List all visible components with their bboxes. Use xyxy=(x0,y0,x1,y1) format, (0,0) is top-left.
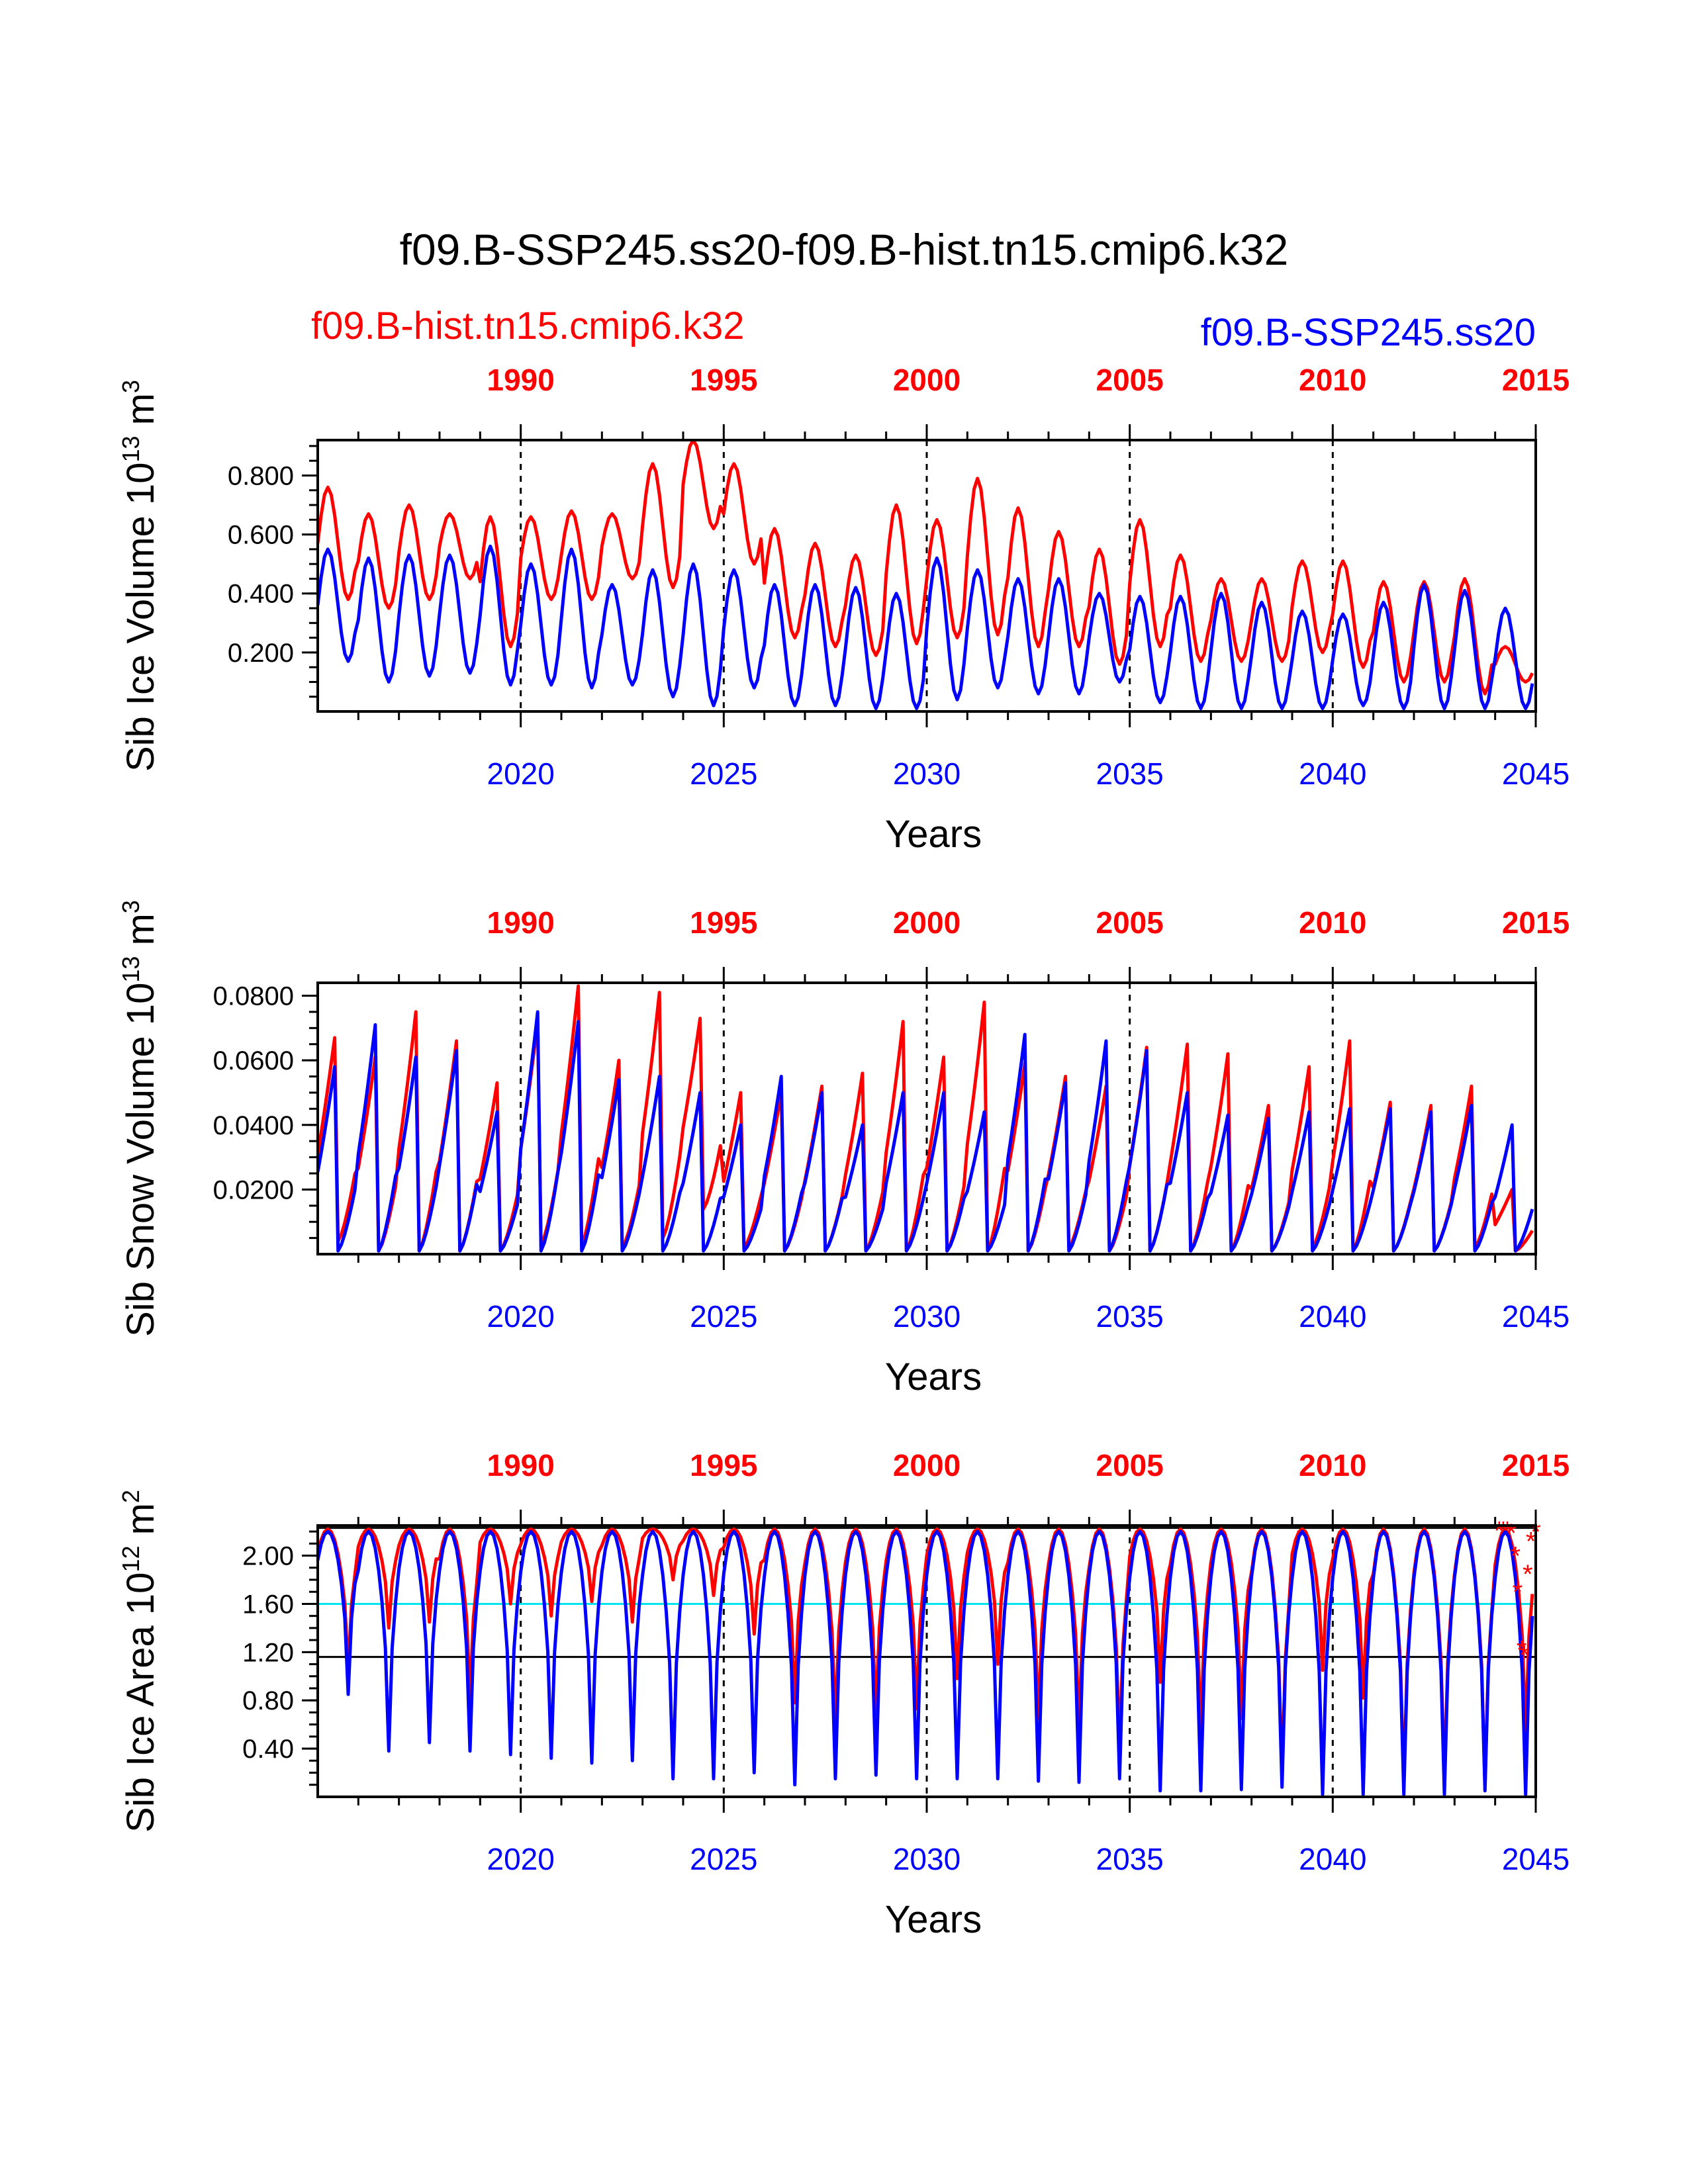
top-axis-label: 2015 xyxy=(1502,1448,1570,1482)
bottom-axis-label: 2035 xyxy=(1096,756,1163,791)
bottom-axis-label: 2045 xyxy=(1502,756,1570,791)
series-line-red xyxy=(318,440,1534,696)
bottom-axis-label: 2040 xyxy=(1299,1842,1366,1876)
top-axis-label: 2000 xyxy=(893,905,961,940)
y-tick-label: 0.0600 xyxy=(213,1046,294,1075)
y-tick-label: 0.80 xyxy=(242,1686,294,1715)
plot-area xyxy=(318,440,1534,711)
x-axis-title: Years xyxy=(885,1355,982,1398)
series-line-blue xyxy=(318,1010,1534,1253)
bottom-axis-label: 2020 xyxy=(487,1842,554,1876)
y-axis-title: Sib Snow Volume 1013 m3 xyxy=(117,900,162,1337)
x-axis-title: Years xyxy=(885,813,982,856)
bottom-axis-label: 2035 xyxy=(1096,1299,1163,1334)
y-tick-label: 0.40 xyxy=(242,1735,294,1764)
plot-area xyxy=(318,983,1534,1254)
bottom-axis-label: 2025 xyxy=(690,1299,757,1334)
y-tick-label: 0.800 xyxy=(228,461,294,490)
bottom-axis-label: 2020 xyxy=(487,1299,554,1334)
top-axis-label: 1990 xyxy=(487,363,554,397)
bottom-axis-label: 2025 xyxy=(690,756,757,791)
marker-point-5: * xyxy=(1513,1578,1523,1607)
bottom-axis-label: 2020 xyxy=(487,756,554,791)
bottom-axis-label: 2025 xyxy=(690,1842,757,1876)
y-tick-label: 0.200 xyxy=(228,639,294,668)
y-tick-label: 0.600 xyxy=(228,521,294,550)
y-tick-label: 1.60 xyxy=(242,1590,294,1619)
top-axis-label: 2010 xyxy=(1299,905,1366,940)
marker-point-7: * xyxy=(1519,1641,1530,1670)
panel-1: 0.200 0.400 0.600 0.800 2020 2025 2030 2035 2040… xyxy=(117,363,1570,856)
marker-point-2: * xyxy=(1502,1516,1513,1545)
marker-point-0: * xyxy=(1494,1516,1505,1545)
marker-point-6: * xyxy=(1517,1636,1527,1665)
bottom-axis-label: 2030 xyxy=(893,756,961,791)
plot-area xyxy=(318,1525,1536,1797)
top-axis-label: 2005 xyxy=(1096,905,1163,940)
y-tick-label: 1.20 xyxy=(242,1638,294,1667)
y-axis-title: Sib Ice Area 1012 m2 xyxy=(117,1490,162,1833)
y-tick-label: 0.0400 xyxy=(213,1111,294,1140)
series-line-blue xyxy=(318,544,1534,710)
top-axis-label: 2000 xyxy=(893,363,961,397)
top-axis-label: 2005 xyxy=(1096,1448,1163,1482)
bottom-axis-label: 2040 xyxy=(1299,1299,1366,1334)
bottom-axis-label: 2045 xyxy=(1502,1299,1570,1334)
y-tick-label: 0.0200 xyxy=(213,1175,294,1205)
legend-red-label: f09.B-hist.tn15.cmip6.k32 xyxy=(311,304,744,347)
bottom-axis-label: 2035 xyxy=(1096,1842,1163,1876)
legend-blue-label: f09.B-SSP245.ss20 xyxy=(1201,311,1536,354)
top-axis-label: 2010 xyxy=(1299,1448,1366,1482)
top-axis-label: 2015 xyxy=(1502,905,1570,940)
bottom-axis-label: 2030 xyxy=(893,1842,961,1876)
panel-2: 0.0200 0.0400 0.0600 0.0800 2020 2025 2030 2035… xyxy=(117,900,1570,1398)
bottom-axis-label: 2045 xyxy=(1502,1842,1570,1876)
top-axis-label: 1990 xyxy=(487,1448,554,1482)
x-axis-title: Years xyxy=(885,1898,982,1941)
top-axis-label: 1995 xyxy=(690,905,757,940)
top-axis-label: 1990 xyxy=(487,905,554,940)
top-axis-label: 2010 xyxy=(1299,363,1366,397)
marker-point-8: * xyxy=(1523,1560,1533,1589)
bottom-axis-label: 2040 xyxy=(1299,756,1366,791)
series-line-red xyxy=(318,1527,1534,1787)
bottom-axis-label: 2030 xyxy=(893,1299,961,1334)
top-axis-label: 2005 xyxy=(1096,363,1163,397)
y-tick-label: 0.0800 xyxy=(213,982,294,1011)
top-axis-label: 1995 xyxy=(690,363,757,397)
y-axis-title: Sib Ice Volume 1013 m3 xyxy=(117,380,162,772)
marker-point-9: * xyxy=(1526,1527,1536,1557)
top-axis-label: 2000 xyxy=(893,1448,961,1482)
figure-title: f09.B-SSP245.ss20-f09.B-hist.tn15.cmip6.… xyxy=(400,225,1289,274)
y-tick-label: 2.00 xyxy=(242,1542,294,1571)
marker-point-4: * xyxy=(1511,1542,1521,1571)
y-tick-label: 0.400 xyxy=(228,580,294,609)
top-axis-label: 1995 xyxy=(690,1448,757,1482)
marker-point-1: * xyxy=(1498,1516,1509,1545)
panels-container: 0.200 0.400 0.600 0.800 2020 2025 2030 2035 2040… xyxy=(117,363,1570,1941)
top-axis-label: 2015 xyxy=(1502,363,1570,397)
series-line-blue xyxy=(318,1529,1534,1796)
